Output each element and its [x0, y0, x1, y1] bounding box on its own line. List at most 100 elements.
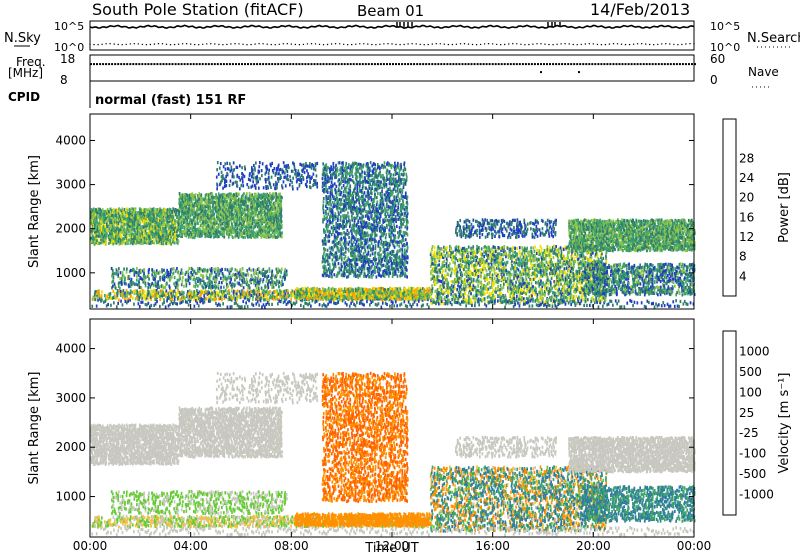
- data-cell: [206, 203, 209, 207]
- data-cell: [234, 207, 236, 211]
- data-cell: [191, 219, 193, 223]
- data-cell: [228, 201, 231, 205]
- search-noise-dot: [214, 43, 216, 45]
- data-cell: [345, 190, 347, 194]
- data-cell: [132, 280, 134, 285]
- search-noise-dot: [145, 44, 148, 46]
- data-cell: [193, 204, 195, 208]
- data-cell: [210, 234, 213, 238]
- data-cell: [96, 220, 98, 224]
- freq-dot: [358, 63, 361, 66]
- data-cell: [228, 215, 231, 219]
- data-cell: [348, 204, 351, 208]
- data-cell: [331, 269, 333, 273]
- data-cell: [127, 224, 130, 228]
- data-cell: [184, 202, 187, 206]
- data-cell: [153, 235, 156, 239]
- data-cell: [136, 292, 139, 296]
- data-cell: [114, 226, 117, 230]
- data-cell: [322, 218, 324, 222]
- search-noise-dot: [190, 43, 192, 45]
- data-cell: [323, 181, 326, 185]
- data-cell: [199, 278, 201, 282]
- data-cell: [208, 229, 210, 233]
- data-cell: [151, 216, 154, 220]
- data-cell: [96, 229, 98, 233]
- data-cell: [231, 282, 234, 286]
- data-cell: [227, 275, 230, 279]
- data-cell: [166, 214, 169, 218]
- data-cell: [252, 268, 255, 272]
- data-cell: [333, 195, 335, 199]
- data-cell: [193, 290, 196, 294]
- data-cell: [239, 212, 241, 216]
- freq-dot: [666, 63, 669, 66]
- data-cell: [221, 229, 224, 233]
- data-cell: [239, 207, 242, 211]
- data-cell: [262, 289, 264, 293]
- data-cell: [195, 291, 198, 295]
- data-cell: [256, 196, 259, 200]
- data-cell: [335, 206, 338, 210]
- data-cell: [123, 208, 126, 212]
- data-cell: [217, 282, 220, 286]
- freq-dot: [609, 63, 612, 66]
- data-cell: [337, 179, 339, 183]
- data-cell: [332, 205, 334, 209]
- data-cell: [277, 200, 280, 204]
- freq-dot: [216, 63, 219, 66]
- data-cell: [185, 222, 187, 226]
- data-cell: [122, 210, 125, 214]
- data-cell: [213, 235, 215, 239]
- data-cell: [196, 266, 199, 271]
- data-cell: [257, 216, 260, 220]
- data-cell: [352, 290, 355, 294]
- data-cell: [132, 239, 134, 243]
- data-cell: [98, 293, 100, 297]
- data-cell: [336, 226, 339, 230]
- data-cell: [200, 213, 203, 217]
- data-cell: [264, 270, 266, 274]
- data-cell: [324, 166, 326, 170]
- data-cell: [323, 190, 325, 194]
- data-cell: [153, 297, 156, 301]
- data-cell: [324, 190, 326, 194]
- data-cell: [143, 290, 146, 294]
- data-cell: [134, 232, 137, 236]
- data-cell: [207, 276, 210, 281]
- data-cell: [338, 256, 341, 260]
- data-cell: [148, 267, 150, 272]
- data-cell: [279, 233, 282, 237]
- data-cell: [325, 200, 328, 204]
- data-cell: [217, 196, 220, 200]
- data-cell: [187, 212, 190, 216]
- data-cell: [233, 273, 236, 277]
- data-cell: [180, 228, 182, 232]
- data-cell: [100, 221, 102, 225]
- data-cell: [196, 206, 199, 210]
- data-cell: [211, 196, 214, 200]
- data-cell: [168, 220, 170, 224]
- search-noise-dot: [206, 43, 208, 45]
- data-cell: [277, 224, 280, 228]
- data-cell: [96, 211, 99, 215]
- data-cell: [259, 229, 261, 233]
- data-cell: [189, 210, 192, 214]
- search-noise-dot: [141, 43, 143, 46]
- data-cell: [205, 269, 208, 273]
- data-cell: [273, 211, 276, 215]
- data-cell: [138, 298, 140, 302]
- data-cell: [279, 207, 281, 211]
- data-cell: [92, 222, 94, 226]
- data-cell: [222, 278, 224, 282]
- data-cell: [184, 219, 187, 223]
- data-cell: [337, 247, 340, 251]
- data-cell: [95, 293, 98, 297]
- data-cell: [114, 228, 117, 232]
- data-cell: [265, 224, 267, 229]
- data-cell: [326, 188, 329, 192]
- data-cell: [175, 294, 178, 298]
- data-cell: [178, 206, 181, 210]
- data-cell: [155, 284, 157, 288]
- data-cell: [123, 240, 126, 244]
